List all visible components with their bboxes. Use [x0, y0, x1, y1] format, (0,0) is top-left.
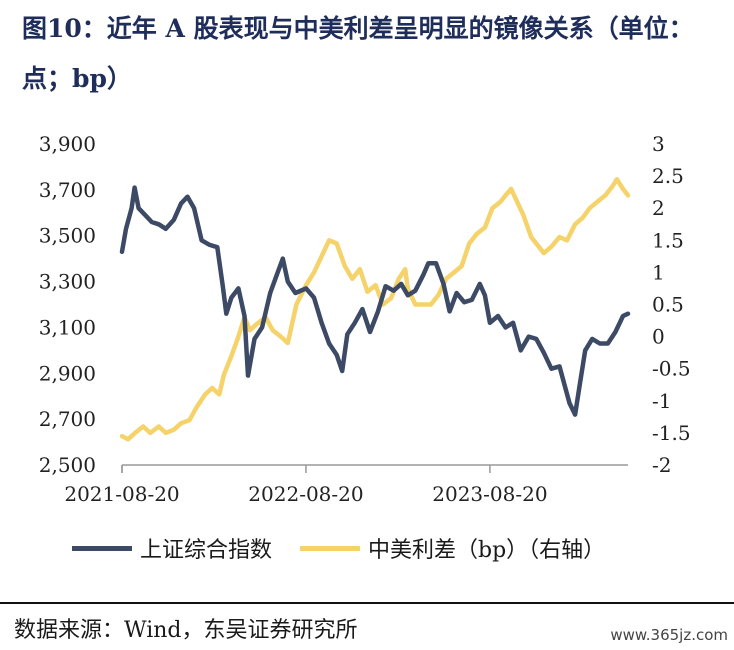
right-tick-label: 2.5: [652, 164, 684, 188]
series-line-shanghai: [119, 185, 631, 417]
right-axis-ticks: -2 -1.5 -1 -0.5 0 0.5 1 1.5 2 2.5 3: [652, 132, 691, 477]
right-tick-label: -1.5: [652, 421, 691, 445]
x-tick-label: 2023-08-20: [432, 482, 547, 506]
right-tick-label: 3: [652, 132, 665, 156]
series-line-spread: [119, 177, 631, 442]
x-axis: 2021-08-20 2022-08-20 2023-08-20: [64, 464, 628, 506]
legend-item-spread: 中美利差（bp）（右轴）: [300, 532, 605, 564]
left-tick-label: 3,700: [39, 178, 96, 202]
right-tick-label: 1: [652, 260, 665, 284]
right-tick-label: 2: [652, 196, 665, 220]
x-tick-label: 2022-08-20: [248, 482, 363, 506]
left-tick-label: 2,700: [39, 407, 96, 431]
left-tick-label: 3,500: [39, 224, 96, 248]
right-tick-label: -1: [652, 389, 671, 413]
right-tick-label: -0.5: [652, 357, 691, 381]
source-note: 数据来源：Wind，东吴证券研究所: [14, 618, 358, 643]
footer-divider: [0, 602, 734, 604]
right-tick-label: -2: [652, 453, 671, 477]
chart-title: 图10：近年 A 股表现与中美利差呈明显的镜像关系（单位：点；bp）: [22, 14, 694, 93]
legend-swatch-shanghai: [72, 545, 132, 551]
series-group: [119, 177, 631, 442]
legend-label-shanghai: 上证综合指数: [140, 538, 273, 563]
left-tick-label: 3,100: [39, 315, 96, 339]
right-tick-label: 0.5: [652, 293, 684, 317]
x-tick-label: 2021-08-20: [64, 482, 179, 506]
watermark: www.365jz.com: [610, 626, 728, 644]
left-tick-label: 3,900: [39, 132, 96, 156]
legend-swatch-spread: [300, 545, 361, 551]
legend-item-shanghai: 上证综合指数: [72, 532, 272, 564]
left-tick-label: 2,500: [39, 453, 96, 477]
chart: 2,500 2,700 2,900 3,100 3,300 3,500 3,700 3,900…: [39, 132, 691, 506]
right-tick-label: 1.5: [652, 228, 684, 252]
legend-label-spread: 中美利差（bp）（右轴）: [368, 538, 606, 563]
right-tick-label: 0: [652, 325, 665, 349]
left-axis-ticks: 2,500 2,700 2,900 3,100 3,300 3,500 3,700 3,900: [39, 132, 96, 477]
left-tick-label: 3,300: [39, 270, 96, 294]
left-tick-label: 2,900: [39, 361, 96, 385]
legend: 上证综合指数 中美利差（bp）（右轴）: [72, 532, 633, 564]
